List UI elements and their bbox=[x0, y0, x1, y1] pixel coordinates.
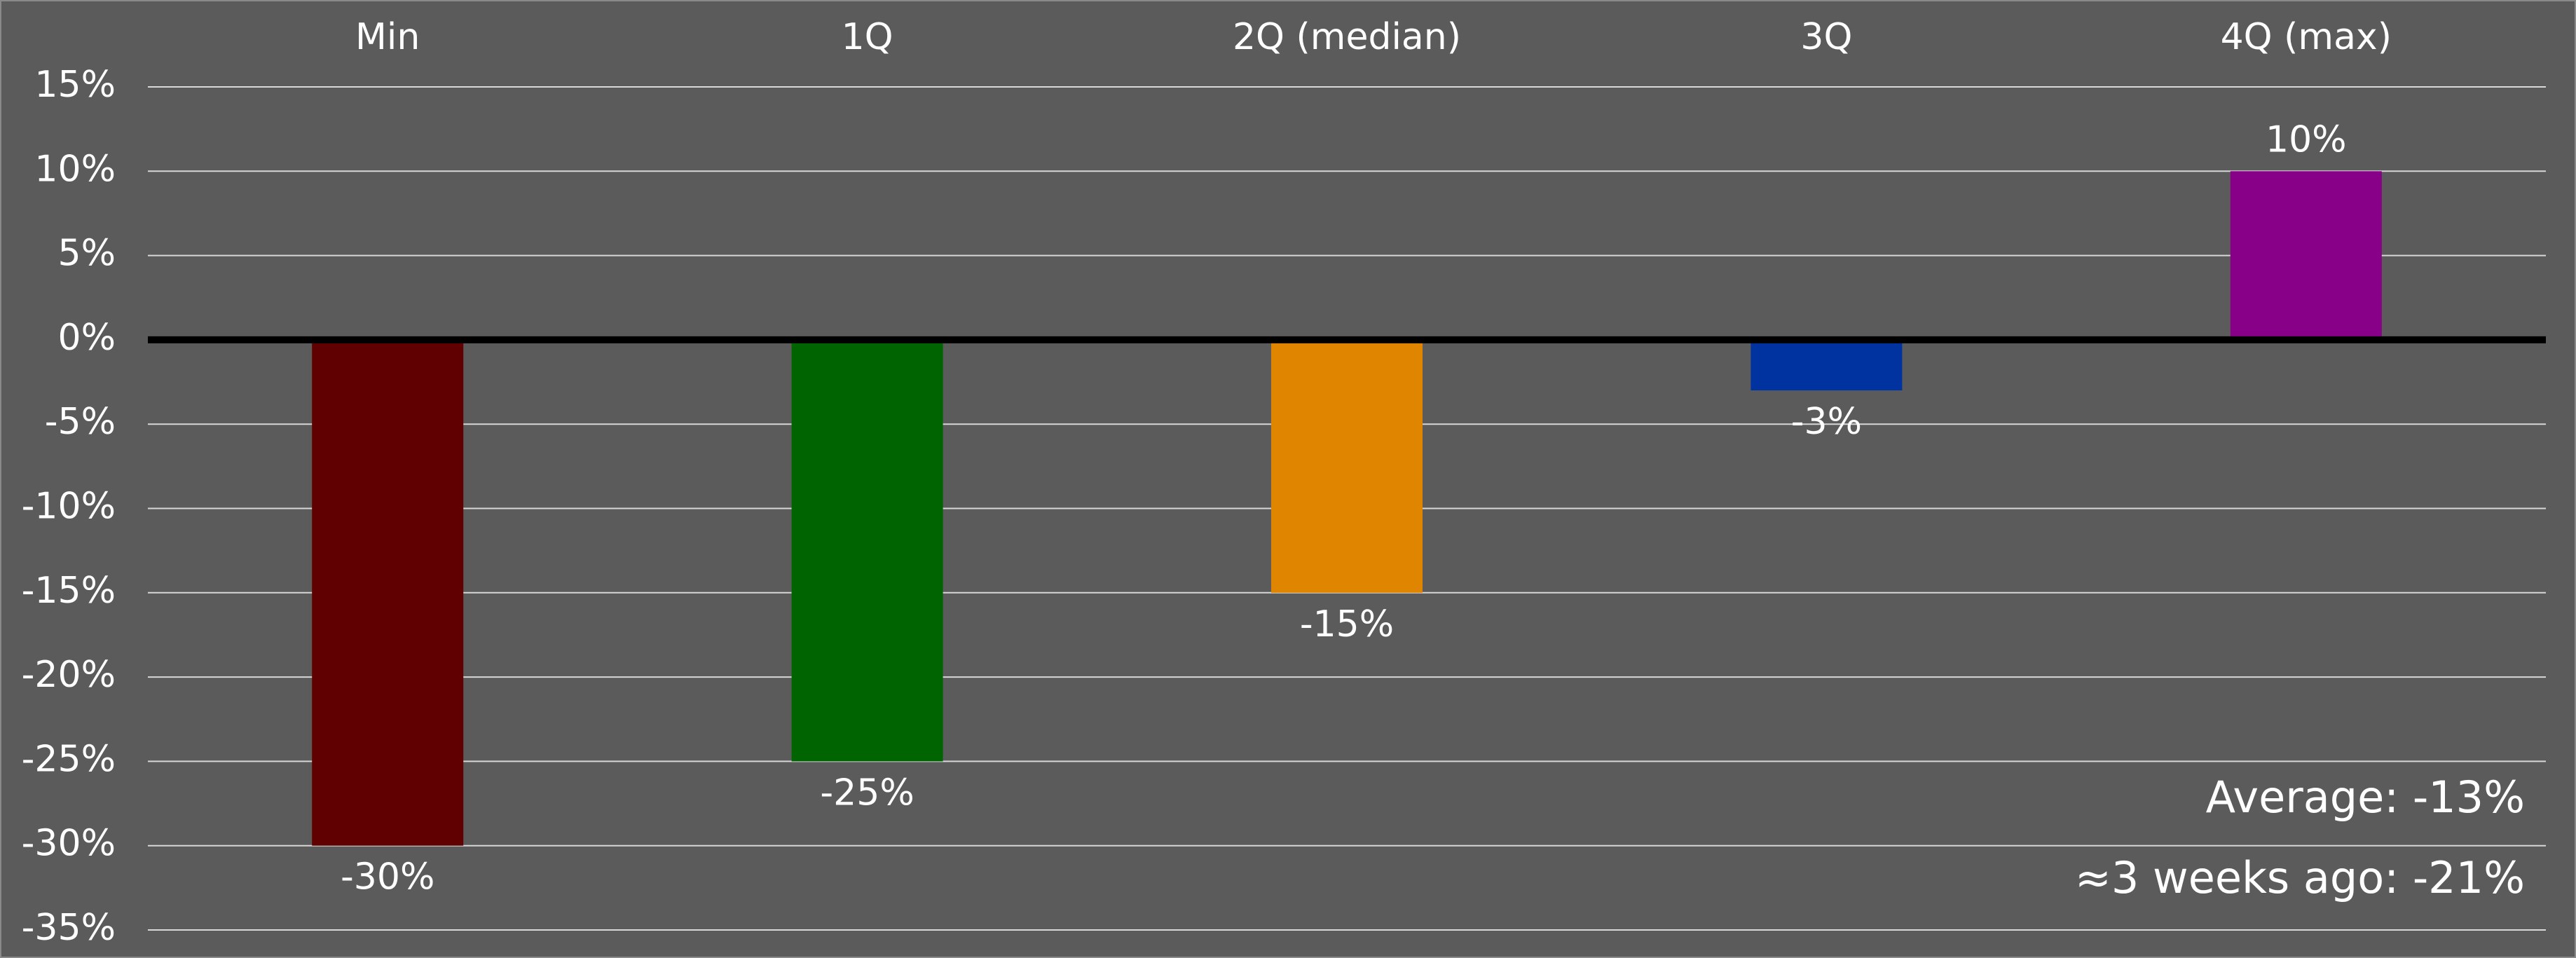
y-tick-label: -25% bbox=[22, 738, 116, 780]
annotation: Average: -13% bbox=[2206, 772, 2525, 823]
x-tick-label: 4Q (max) bbox=[2221, 16, 2392, 58]
x-tick-label: Min bbox=[355, 16, 420, 58]
x-tick-label: 3Q bbox=[1800, 16, 1852, 58]
bar bbox=[1751, 339, 1903, 391]
y-tick-label: -30% bbox=[22, 823, 116, 865]
y-tick-label: 0% bbox=[58, 317, 116, 359]
bar bbox=[1271, 339, 1423, 593]
x-tick-label: 2Q (median) bbox=[1233, 16, 1461, 58]
y-tick-label: 10% bbox=[34, 148, 116, 190]
bar bbox=[2230, 171, 2382, 340]
y-tick-label: -15% bbox=[22, 570, 116, 612]
y-tick-label: 15% bbox=[34, 64, 116, 106]
value-label: -30% bbox=[341, 856, 434, 898]
value-label: -3% bbox=[1791, 401, 1862, 443]
y-tick-label: -5% bbox=[45, 401, 116, 443]
y-tick-label: 5% bbox=[58, 233, 116, 275]
annotation: ≈3 weeks ago: -21% bbox=[2075, 852, 2525, 903]
value-label: -25% bbox=[820, 772, 914, 814]
x-tick-label: 1Q bbox=[842, 16, 893, 58]
y-tick-label: -20% bbox=[22, 654, 116, 696]
bar bbox=[791, 339, 943, 762]
y-tick-label: -35% bbox=[22, 907, 116, 949]
bar bbox=[312, 339, 464, 846]
value-label: 10% bbox=[2266, 118, 2347, 160]
y-tick-label: -10% bbox=[22, 486, 116, 528]
value-label: -15% bbox=[1300, 603, 1394, 645]
